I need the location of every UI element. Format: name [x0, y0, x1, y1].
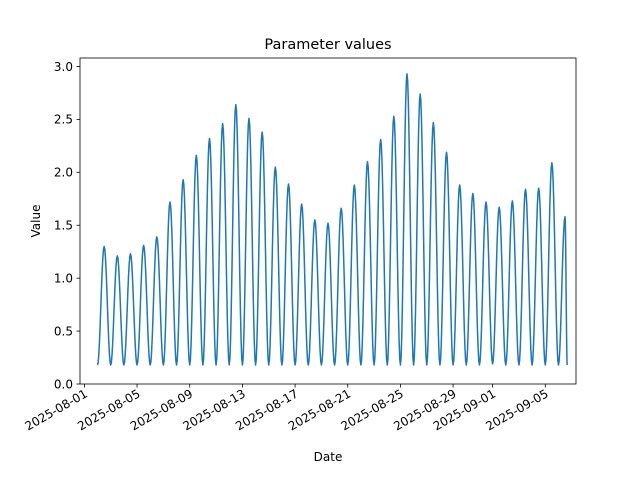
y-tick-label: 3.0	[54, 60, 73, 74]
y-tick-label: 1.0	[54, 271, 73, 285]
y-tick-label: 2.0	[54, 166, 73, 180]
x-axis-title: Date	[314, 450, 343, 464]
y-tick-label: 2.5	[54, 113, 73, 127]
plot-area: 0.00.51.01.52.02.53.02025-08-012025-08-0…	[22, 57, 577, 433]
series-layer	[96, 73, 568, 366]
plot-background	[80, 58, 576, 384]
series-line	[96, 73, 568, 366]
y-tick-label: 1.5	[54, 219, 73, 233]
y-tick-label: 0.5	[54, 324, 73, 338]
y-axis-title: Value	[29, 205, 43, 238]
chart-title: Parameter values	[264, 37, 391, 53]
y-tick-label: 0.0	[54, 377, 73, 391]
axes-frame	[79, 57, 577, 385]
